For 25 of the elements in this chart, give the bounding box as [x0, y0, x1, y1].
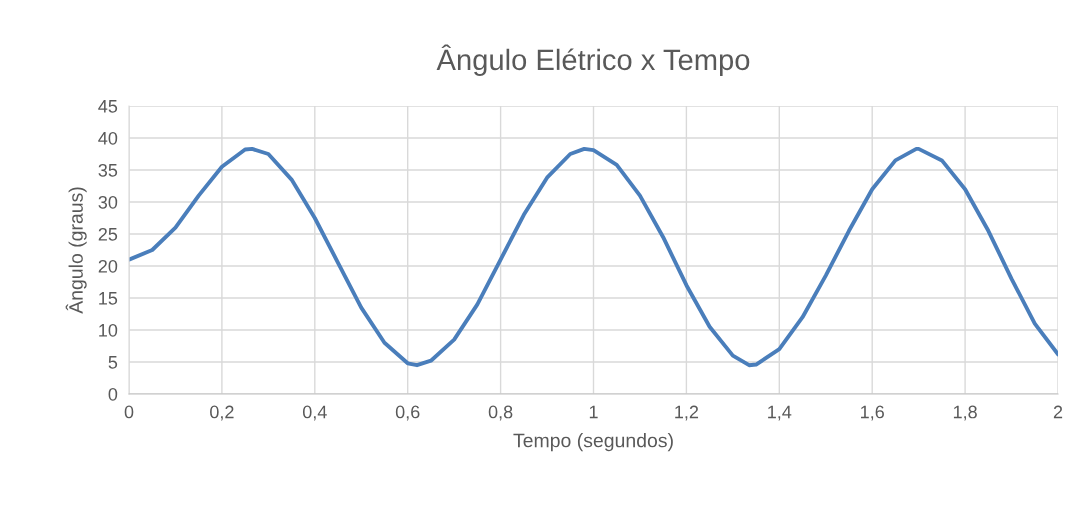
- y-tick-label: 20: [98, 259, 118, 273]
- x-tick-label: 1,2: [675, 405, 699, 421]
- y-tick-label: 35: [98, 163, 118, 177]
- y-axis-title: Ângulo (graus): [65, 187, 87, 314]
- x-tick-label: 1,4: [768, 405, 792, 421]
- x-tick-label: 0: [124, 405, 134, 419]
- x-axis-title: Tempo (segundos): [513, 433, 673, 452]
- x-tick-label: 0,6: [395, 405, 420, 421]
- y-tick-label: 10: [99, 323, 118, 337]
- chart-title: Ângulo Elétrico x Tempo: [436, 44, 750, 76]
- x-tick-label: 0,2: [210, 405, 234, 421]
- line-series: [129, 146, 1058, 368]
- y-tick-label: 30: [98, 195, 118, 209]
- x-tick-label: 1: [589, 405, 598, 419]
- x-tick-label: 1,6: [861, 405, 884, 421]
- y-tick-label: 15: [99, 292, 118, 305]
- x-tick-label: 0,8: [488, 405, 513, 421]
- x-tick-label: 2: [1053, 405, 1063, 419]
- y-tick-label: 40: [98, 131, 118, 145]
- y-tick-label: 5: [108, 356, 118, 369]
- y-tick-label: 45: [98, 100, 118, 113]
- y-tick-label: 0: [108, 387, 118, 401]
- x-tick-label: 1,8: [953, 405, 977, 421]
- x-tick-label: 0,4: [302, 405, 327, 421]
- y-tick-label: 25: [98, 227, 118, 241]
